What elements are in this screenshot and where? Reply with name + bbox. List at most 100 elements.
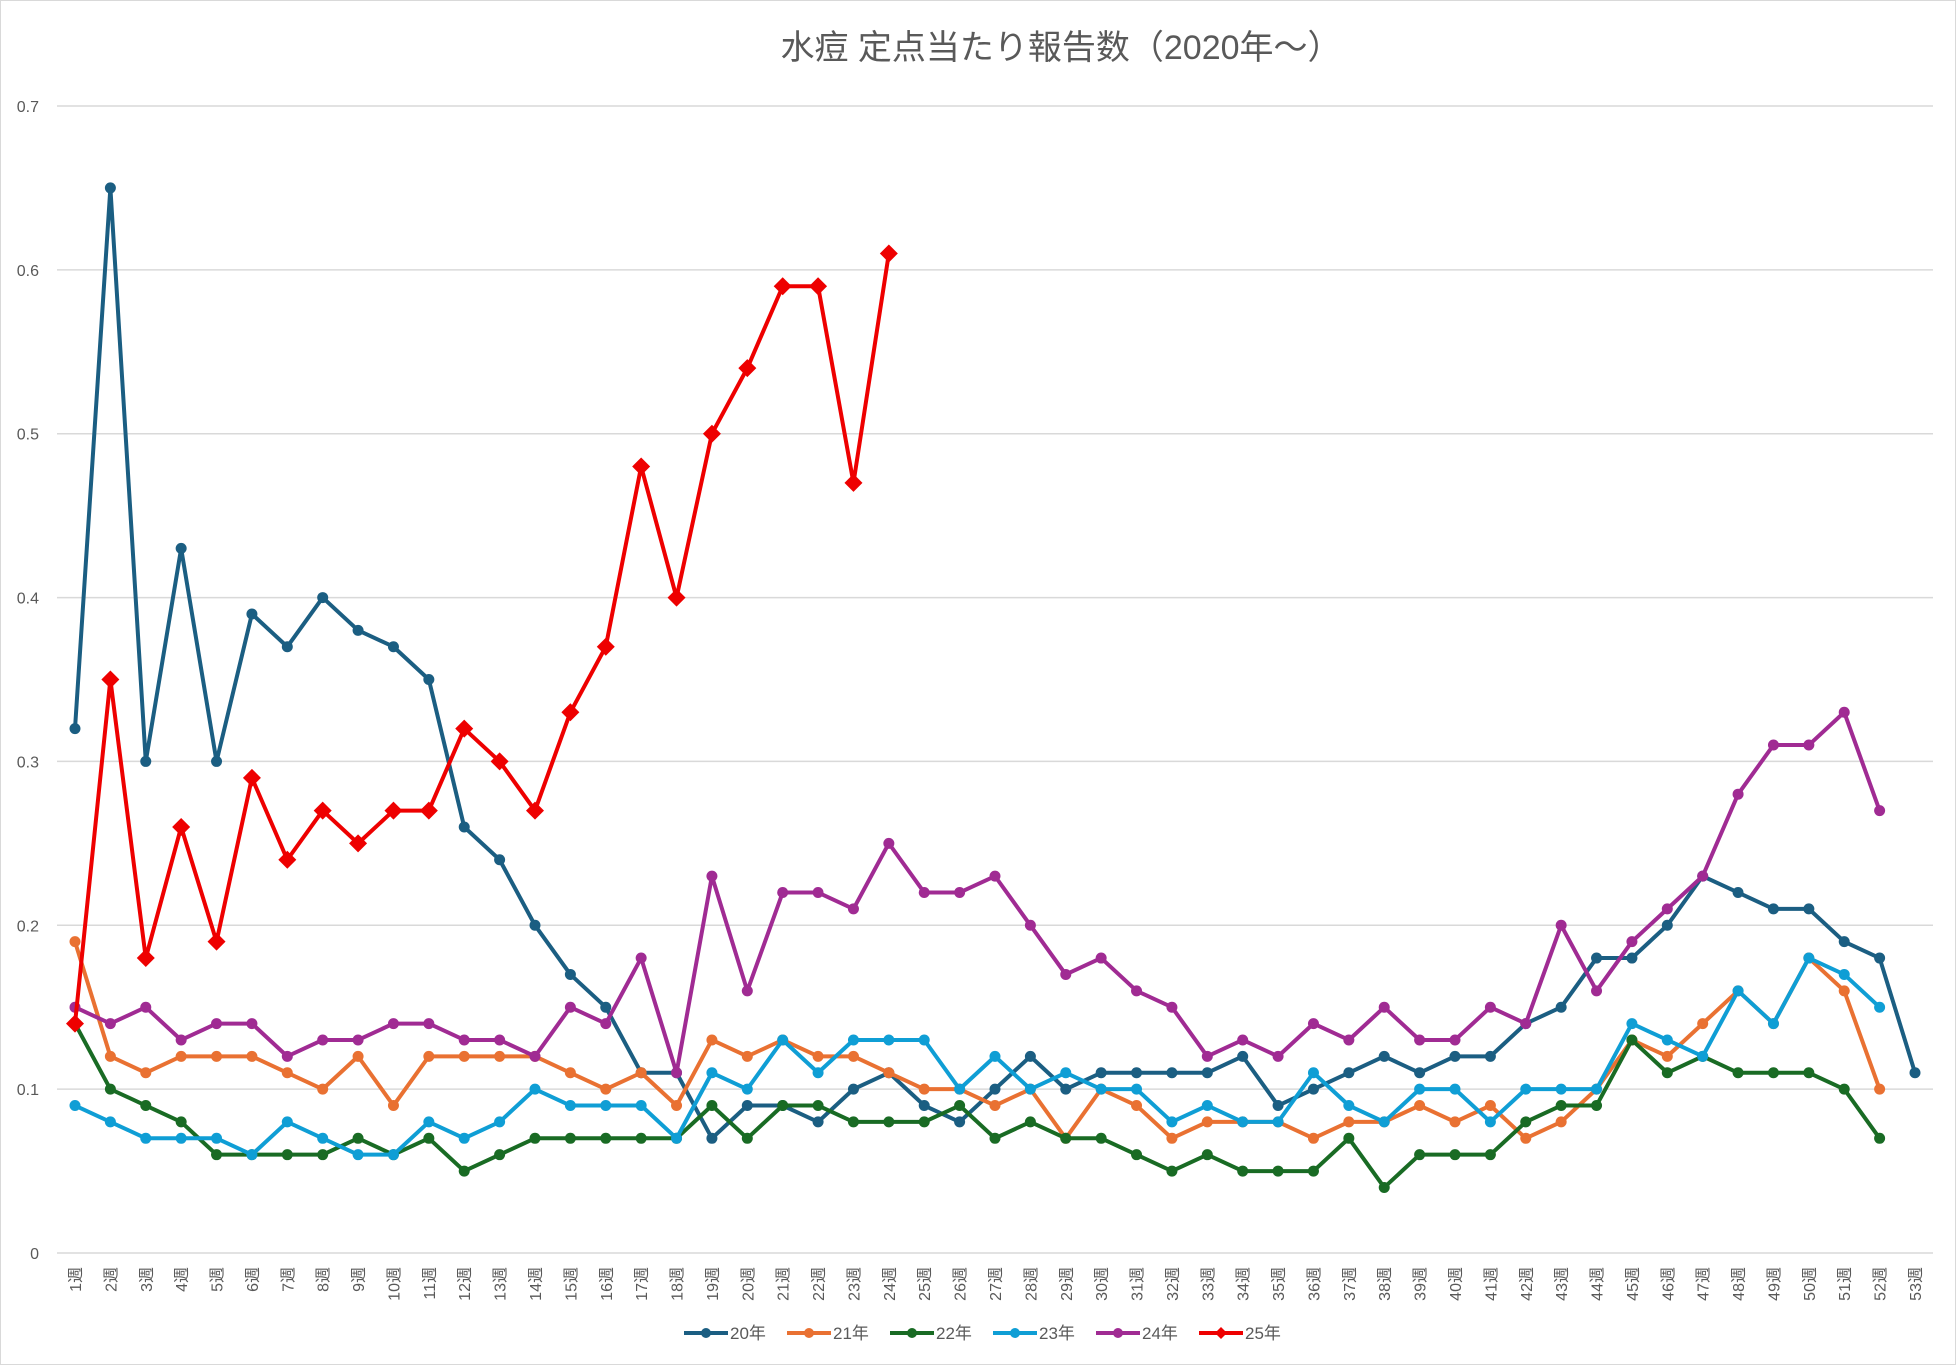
data-point: [1732, 985, 1744, 997]
data-point: [883, 1116, 895, 1128]
x-tick-label: 34週: [1235, 1267, 1253, 1301]
data-point: [1378, 1050, 1390, 1062]
data-point: [490, 752, 509, 771]
x-tick-label: 33週: [1199, 1267, 1217, 1301]
data-point: [1838, 936, 1850, 948]
data-point: [104, 182, 116, 194]
data-point: [387, 1018, 399, 1030]
data-point: [1237, 1165, 1249, 1177]
data-point: [211, 1132, 223, 1144]
data-point: [812, 1100, 824, 1112]
data-point: [777, 1100, 789, 1112]
data-point: [140, 1067, 152, 1079]
data-point: [1874, 1083, 1886, 1095]
x-tick-label: 15週: [562, 1267, 580, 1301]
x-tick-label: 13週: [492, 1267, 510, 1301]
data-point: [1166, 1116, 1178, 1128]
data-point: [1095, 1083, 1107, 1095]
y-tick-label: 0.7: [17, 99, 39, 116]
y-tick-label: 0.5: [17, 427, 39, 444]
data-point: [1874, 952, 1886, 964]
data-point: [1095, 1067, 1107, 1079]
data-point: [458, 1034, 470, 1046]
data-point: [529, 919, 541, 931]
data-point: [140, 1132, 152, 1144]
data-point: [1131, 1100, 1143, 1112]
data-point: [175, 542, 187, 554]
data-point: [812, 1050, 824, 1062]
data-point: [741, 1100, 753, 1112]
data-point: [883, 1067, 895, 1079]
data-point: [1697, 1050, 1709, 1062]
series-24年: [69, 706, 1886, 1079]
data-point: [1838, 968, 1850, 980]
data-point: [101, 670, 120, 689]
data-point: [317, 1083, 329, 1095]
data-point: [777, 887, 789, 899]
x-tick-label: 27週: [987, 1267, 1005, 1301]
data-point: [1874, 805, 1886, 817]
x-tick-label: 48週: [1730, 1267, 1748, 1301]
data-point: [317, 1132, 329, 1144]
data-point: [1555, 1100, 1567, 1112]
data-point: [1024, 1116, 1036, 1128]
data-point: [1626, 936, 1638, 948]
data-point: [207, 932, 226, 951]
data-point: [1697, 1018, 1709, 1030]
data-point: [423, 1018, 435, 1030]
data-point: [812, 1067, 824, 1079]
data-point: [812, 1116, 824, 1128]
legend-label: 23年: [1039, 1324, 1075, 1343]
data-point: [600, 1001, 612, 1013]
legend-item: 24年: [1096, 1324, 1178, 1343]
data-point: [317, 1034, 329, 1046]
series-line: [74, 956, 1881, 1157]
data-point: [1484, 1100, 1496, 1112]
data-point: [175, 1034, 187, 1046]
data-point: [847, 903, 859, 915]
data-point: [844, 473, 863, 492]
data-point: [706, 1132, 718, 1144]
data-point: [423, 1132, 435, 1144]
data-point: [1449, 1034, 1461, 1046]
x-tick-label: 2週: [102, 1267, 120, 1292]
data-point: [1060, 968, 1072, 980]
data-point: [1449, 1116, 1461, 1128]
data-point: [494, 1050, 506, 1062]
data-point: [1272, 1100, 1284, 1112]
data-point: [1520, 1116, 1532, 1128]
x-tick-label: 49週: [1765, 1267, 1783, 1301]
data-point: [1874, 1132, 1886, 1144]
data-point: [954, 1083, 966, 1095]
data-point: [423, 1050, 435, 1062]
data-point: [632, 457, 651, 476]
data-point: [1237, 1116, 1249, 1128]
data-point: [246, 1018, 258, 1030]
data-point: [706, 870, 718, 882]
x-tick-label: 3週: [138, 1267, 156, 1292]
y-tick-label: 0.6: [17, 263, 39, 280]
series-line: [73, 185, 1917, 1141]
x-tick-label: 18週: [669, 1267, 687, 1301]
data-point: [1095, 952, 1107, 964]
data-point: [989, 1132, 1001, 1144]
data-point: [384, 801, 403, 820]
data-point: [1060, 1132, 1072, 1144]
x-tick-label: 46週: [1659, 1267, 1677, 1301]
data-point: [600, 1100, 612, 1112]
x-tick-label: 35週: [1270, 1267, 1288, 1301]
data-point: [1414, 1083, 1426, 1095]
data-point: [352, 1050, 364, 1062]
data-point: [564, 1100, 576, 1112]
data-point: [738, 359, 757, 378]
legend-marker: [907, 1328, 917, 1338]
data-point: [387, 641, 399, 653]
data-point: [671, 1100, 683, 1112]
data-point: [1626, 1018, 1638, 1030]
data-point: [1414, 1067, 1426, 1079]
x-tick-label: 31週: [1129, 1267, 1147, 1301]
data-point: [1591, 1083, 1603, 1095]
data-point: [635, 1100, 647, 1112]
x-tick-label: 14週: [527, 1267, 545, 1301]
